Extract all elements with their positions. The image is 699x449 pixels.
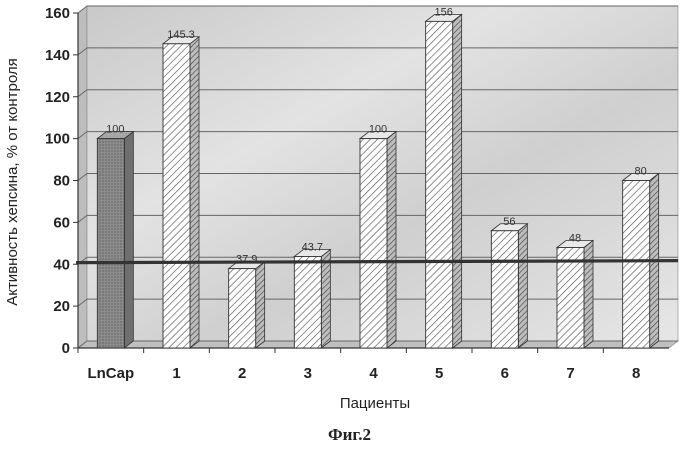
- data-label: 48: [569, 233, 581, 245]
- x-tick-label: 1: [172, 365, 180, 382]
- bar-4: [360, 132, 396, 348]
- bar-front: [163, 44, 190, 348]
- y-tick-label: 140: [45, 47, 70, 64]
- y-tick-label: 120: [45, 89, 70, 106]
- y-axis-title: Активность хепсина, % от контроля: [4, 58, 21, 306]
- x-tick-label: LnCap: [87, 365, 134, 382]
- data-label: 80: [635, 166, 647, 178]
- bar-front: [229, 269, 256, 348]
- bar-front: [97, 139, 124, 348]
- bar-front: [294, 257, 321, 348]
- y-tick-label: 60: [53, 214, 70, 231]
- x-axis-title: Пациенты: [340, 395, 410, 412]
- bar-front: [491, 231, 518, 348]
- bar-side: [321, 250, 330, 348]
- bar-6: [491, 224, 527, 348]
- bar-side: [124, 132, 133, 348]
- bar-side: [256, 262, 265, 348]
- reference-line-mark: [76, 261, 678, 263]
- y-tick-label: 40: [53, 256, 70, 273]
- x-tick-label: 6: [501, 365, 509, 382]
- y-tick-label: 80: [53, 173, 70, 190]
- reference-line: [76, 261, 678, 263]
- bar-1: [163, 37, 199, 348]
- data-label: 37.9: [236, 254, 257, 266]
- bar-3: [294, 250, 330, 348]
- bar-2: [229, 262, 265, 348]
- x-tick-label: 4: [369, 365, 378, 382]
- x-tick-label: 3: [304, 365, 312, 382]
- data-label: 156: [434, 6, 452, 18]
- bar-front: [623, 181, 650, 349]
- data-label: 56: [503, 216, 515, 228]
- bar-side: [387, 132, 396, 348]
- x-tick-label: 7: [566, 365, 574, 382]
- bar-5: [426, 14, 462, 348]
- bar-7: [557, 241, 593, 349]
- figure-caption: Фиг.2: [0, 425, 699, 445]
- y-tick-label: 20: [53, 298, 70, 315]
- bar-side: [518, 224, 527, 348]
- bar-side: [584, 241, 593, 349]
- x-tick-label: 8: [632, 365, 640, 382]
- data-label: 100: [106, 124, 124, 136]
- x-tick-label: 5: [435, 365, 443, 382]
- bar-LnCap: [97, 132, 133, 348]
- data-label: 43.7: [302, 242, 323, 254]
- bar-front: [360, 139, 387, 348]
- bar-side: [453, 14, 462, 348]
- data-label: 100: [369, 124, 387, 136]
- y-tick-label: 0: [62, 340, 70, 357]
- bar-front: [426, 21, 453, 348]
- x-tick-label: 2: [238, 365, 246, 382]
- y-tick-label: 160: [45, 5, 70, 22]
- y-tick-label: 100: [45, 131, 70, 148]
- data-label: 145.3: [167, 29, 195, 41]
- x-axis-ticks: LnCap 1 2 3 4 5 6 7 8: [78, 348, 640, 382]
- bar-side: [190, 37, 199, 348]
